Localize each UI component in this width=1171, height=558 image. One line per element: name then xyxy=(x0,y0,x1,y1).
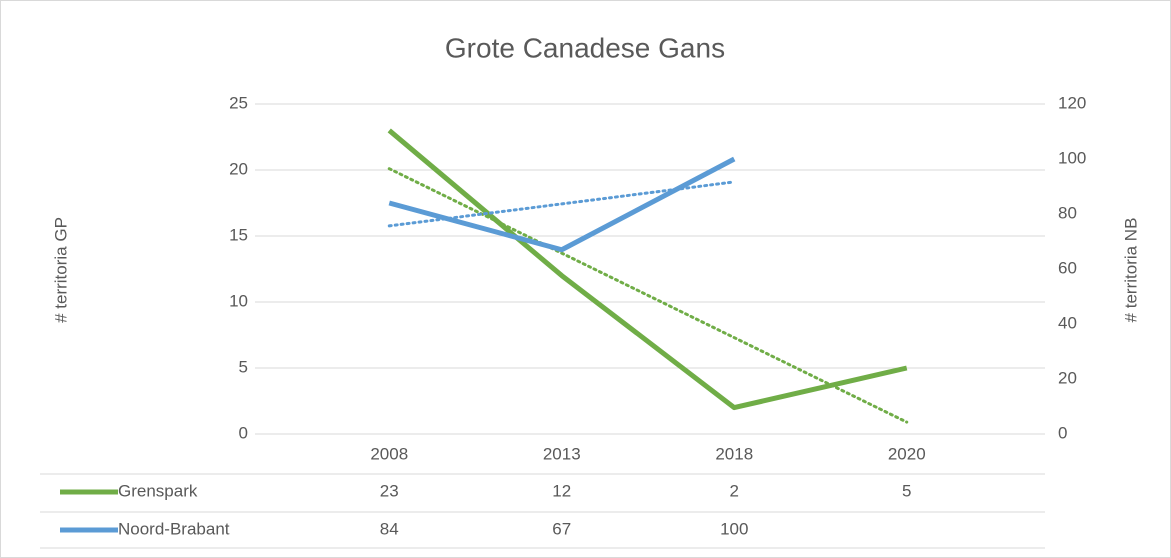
chart-title: Grote Canadese Gans xyxy=(445,32,725,63)
y-tick-label: 0 xyxy=(239,423,248,442)
y2-tick-label: 120 xyxy=(1058,93,1086,112)
table-value: 84 xyxy=(380,519,399,538)
x-tick-label: 2008 xyxy=(370,444,408,463)
y-tick-label: 20 xyxy=(229,159,248,178)
table-value: 5 xyxy=(902,481,911,500)
y2-tick-label: 80 xyxy=(1058,203,1077,222)
legend-label: Noord-Brabant xyxy=(118,519,230,538)
y-axis-title: # territoria GP xyxy=(51,217,70,323)
x-tick-label: 2020 xyxy=(888,444,926,463)
table-value: 23 xyxy=(380,481,399,500)
y-tick-label: 25 xyxy=(229,93,248,112)
y2-tick-label: 60 xyxy=(1058,258,1077,277)
table-value: 12 xyxy=(552,481,571,500)
x-tick-label: 2018 xyxy=(715,444,753,463)
series-line xyxy=(387,128,908,411)
y2-tick-label: 20 xyxy=(1058,368,1077,387)
y2-tick-label: 0 xyxy=(1058,423,1067,442)
y2-tick-label: 40 xyxy=(1058,313,1077,332)
y2-tick-label: 100 xyxy=(1058,148,1086,167)
table-value: 67 xyxy=(552,519,571,538)
x-tick-label: 2013 xyxy=(543,444,581,463)
y2-axis-title: # territoria NB xyxy=(1121,218,1140,323)
table-value: 2 xyxy=(730,481,739,500)
y-tick-label: 5 xyxy=(239,357,248,376)
trendline xyxy=(387,167,909,424)
y-tick-label: 10 xyxy=(229,291,248,310)
y-tick-label: 15 xyxy=(229,225,248,244)
legend-label: Grenspark xyxy=(118,481,198,500)
table-value: 100 xyxy=(720,519,748,538)
trendline xyxy=(387,180,736,228)
